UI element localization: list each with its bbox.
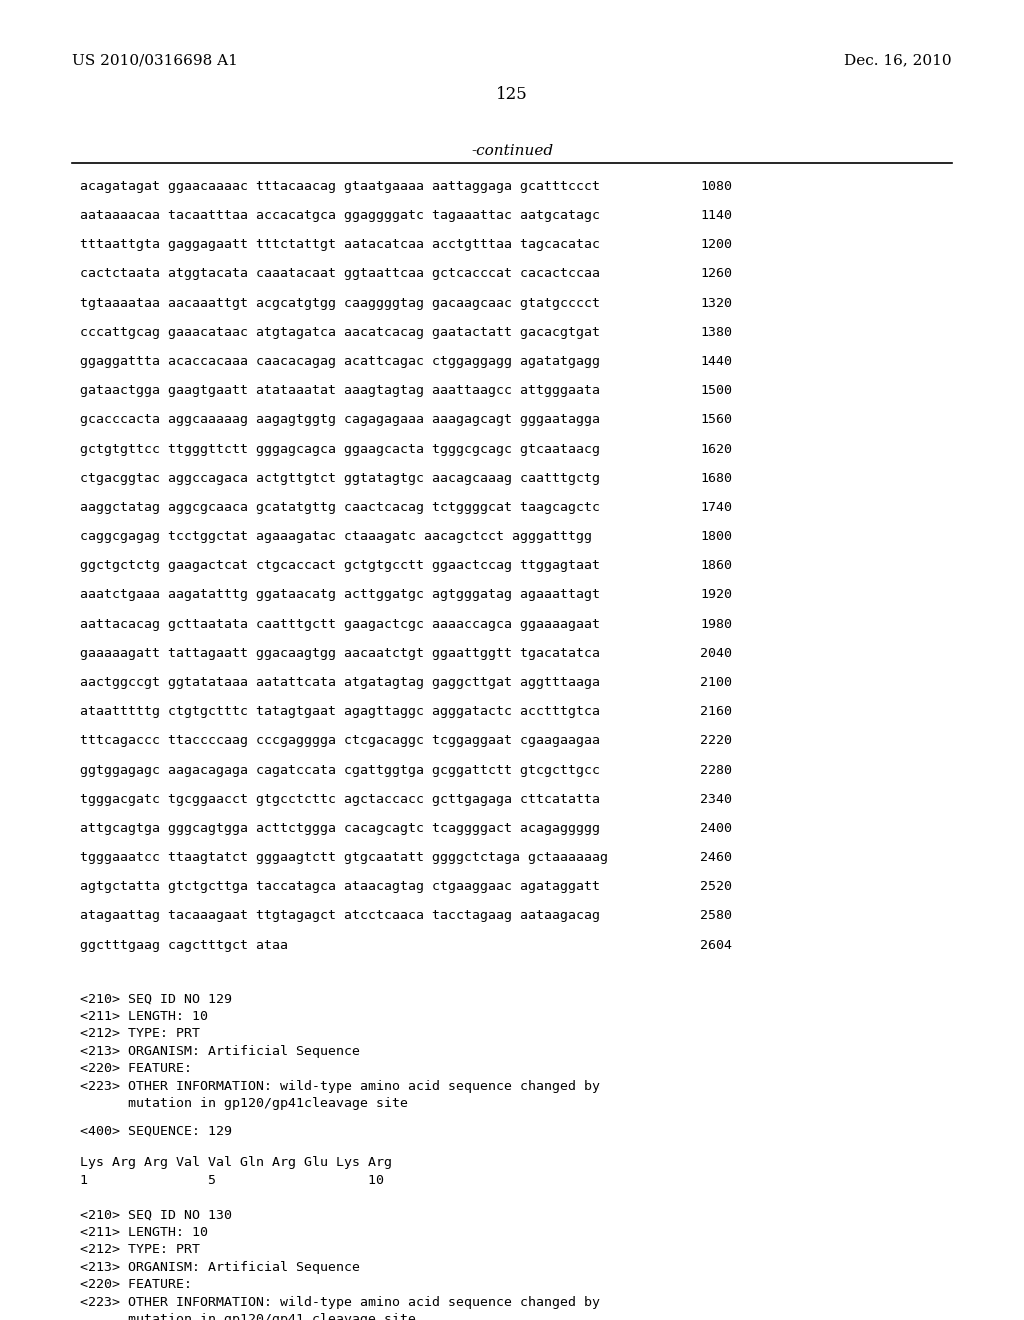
Text: 1740: 1740 bbox=[700, 500, 732, 513]
Text: aactggccgt ggtatataaa aatattcata atgatagtag gaggcttgat aggtttaaga: aactggccgt ggtatataaa aatattcata atgatag… bbox=[80, 676, 600, 689]
Text: Lys Arg Arg Val Val Gln Arg Glu Lys Arg: Lys Arg Arg Val Val Gln Arg Glu Lys Arg bbox=[80, 1156, 392, 1170]
Text: 1620: 1620 bbox=[700, 442, 732, 455]
Text: <211> LENGTH: 10: <211> LENGTH: 10 bbox=[80, 1225, 208, 1238]
Text: gaaaaagatt tattagaatt ggacaagtgg aacaatctgt ggaattggtt tgacatatca: gaaaaagatt tattagaatt ggacaagtgg aacaatc… bbox=[80, 647, 600, 660]
Text: <212> TYPE: PRT: <212> TYPE: PRT bbox=[80, 1027, 200, 1040]
Text: 1500: 1500 bbox=[700, 384, 732, 397]
Text: caggcgagag tcctggctat agaaagatac ctaaagatc aacagctcct agggatttgg: caggcgagag tcctggctat agaaagatac ctaaaga… bbox=[80, 531, 592, 543]
Text: 1920: 1920 bbox=[700, 589, 732, 602]
Text: 1200: 1200 bbox=[700, 239, 732, 251]
Text: attgcagtga gggcagtgga acttctggga cacagcagtc tcaggggact acagaggggg: attgcagtga gggcagtgga acttctggga cacagca… bbox=[80, 822, 600, 834]
Text: 1980: 1980 bbox=[700, 618, 732, 631]
Text: tgggacgatc tgcggaacct gtgcctcttc agctaccacc gcttgagaga cttcatatta: tgggacgatc tgcggaacct gtgcctcttc agctacc… bbox=[80, 793, 600, 805]
Text: 1260: 1260 bbox=[700, 268, 732, 280]
Text: US 2010/0316698 A1: US 2010/0316698 A1 bbox=[72, 54, 238, 67]
Text: ggtggagagc aagacagaga cagatccata cgattggtga gcggattctt gtcgcttgcc: ggtggagagc aagacagaga cagatccata cgattgg… bbox=[80, 763, 600, 776]
Text: 2100: 2100 bbox=[700, 676, 732, 689]
Text: aaatctgaaa aagatatttg ggataacatg acttggatgc agtgggatag agaaattagt: aaatctgaaa aagatatttg ggataacatg acttgga… bbox=[80, 589, 600, 602]
Text: 2400: 2400 bbox=[700, 822, 732, 834]
Text: 1140: 1140 bbox=[700, 209, 732, 222]
Text: 2580: 2580 bbox=[700, 909, 732, 923]
Text: cccattgcag gaaacataac atgtagatca aacatcacag gaatactatt gacacgtgat: cccattgcag gaaacataac atgtagatca aacatca… bbox=[80, 326, 600, 339]
Text: <223> OTHER INFORMATION: wild-type amino acid sequence changed by: <223> OTHER INFORMATION: wild-type amino… bbox=[80, 1080, 600, 1093]
Text: agtgctatta gtctgcttga taccatagca ataacagtag ctgaaggaac agataggatt: agtgctatta gtctgcttga taccatagca ataacag… bbox=[80, 880, 600, 894]
Text: gctgtgttcc ttgggttctt gggagcagca ggaagcacta tgggcgcagc gtcaataacg: gctgtgttcc ttgggttctt gggagcagca ggaagca… bbox=[80, 442, 600, 455]
Text: tgggaaatcc ttaagtatct gggaagtctt gtgcaatatt ggggctctaga gctaaaaaag: tgggaaatcc ttaagtatct gggaagtctt gtgcaat… bbox=[80, 851, 608, 865]
Text: <212> TYPE: PRT: <212> TYPE: PRT bbox=[80, 1243, 200, 1257]
Text: tttaattgta gaggagaatt tttctattgt aatacatcaa acctgtttaa tagcacatac: tttaattgta gaggagaatt tttctattgt aatacat… bbox=[80, 239, 600, 251]
Text: acagatagat ggaacaaaac tttacaacag gtaatgaaaa aattaggaga gcatttccct: acagatagat ggaacaaaac tttacaacag gtaatga… bbox=[80, 180, 600, 193]
Text: ggaggattta acaccacaaa caacacagag acattcagac ctggaggagg agatatgagg: ggaggattta acaccacaaa caacacagag acattca… bbox=[80, 355, 600, 368]
Text: 2604: 2604 bbox=[700, 939, 732, 952]
Text: tgtaaaataa aacaaattgt acgcatgtgg caaggggtag gacaagcaac gtatgcccct: tgtaaaataa aacaaattgt acgcatgtgg caagggg… bbox=[80, 297, 600, 310]
Text: <220> FEATURE:: <220> FEATURE: bbox=[80, 1278, 193, 1291]
Text: gcacccacta aggcaaaaag aagagtggtg cagagagaaa aaagagcagt gggaatagga: gcacccacta aggcaaaaag aagagtggtg cagagag… bbox=[80, 413, 600, 426]
Text: 2520: 2520 bbox=[700, 880, 732, 894]
Text: aaggctatag aggcgcaaca gcatatgttg caactcacag tctggggcat taagcagctc: aaggctatag aggcgcaaca gcatatgttg caactca… bbox=[80, 500, 600, 513]
Text: <220> FEATURE:: <220> FEATURE: bbox=[80, 1063, 193, 1074]
Text: 1680: 1680 bbox=[700, 471, 732, 484]
Text: <223> OTHER INFORMATION: wild-type amino acid sequence changed by: <223> OTHER INFORMATION: wild-type amino… bbox=[80, 1295, 600, 1308]
Text: 1080: 1080 bbox=[700, 180, 732, 193]
Text: 1380: 1380 bbox=[700, 326, 732, 339]
Text: ggctttgaag cagctttgct ataa: ggctttgaag cagctttgct ataa bbox=[80, 939, 288, 952]
Text: <211> LENGTH: 10: <211> LENGTH: 10 bbox=[80, 1010, 208, 1023]
Text: aataaaacaa tacaatttaa accacatgca ggaggggatc tagaaattac aatgcatagc: aataaaacaa tacaatttaa accacatgca ggagggg… bbox=[80, 209, 600, 222]
Text: tttcagaccc ttaccccaag cccgagggga ctcgacaggc tcggaggaat cgaagaagaa: tttcagaccc ttaccccaag cccgagggga ctcgaca… bbox=[80, 734, 600, 747]
Text: <400> SEQUENCE: 129: <400> SEQUENCE: 129 bbox=[80, 1125, 232, 1138]
Text: gataactgga gaagtgaatt atataaatat aaagtagtag aaattaagcc attgggaata: gataactgga gaagtgaatt atataaatat aaagtag… bbox=[80, 384, 600, 397]
Text: ctgacggtac aggccagaca actgttgtct ggtatagtgc aacagcaaag caatttgctg: ctgacggtac aggccagaca actgttgtct ggtatag… bbox=[80, 471, 600, 484]
Text: 1800: 1800 bbox=[700, 531, 732, 543]
Text: 2040: 2040 bbox=[700, 647, 732, 660]
Text: ataatttttg ctgtgctttc tatagtgaat agagttaggc agggatactc acctttgtca: ataatttttg ctgtgctttc tatagtgaat agagtta… bbox=[80, 705, 600, 718]
Text: <213> ORGANISM: Artificial Sequence: <213> ORGANISM: Artificial Sequence bbox=[80, 1044, 360, 1057]
Text: 2220: 2220 bbox=[700, 734, 732, 747]
Text: 125: 125 bbox=[496, 86, 528, 103]
Text: mutation in gp120/gp41 cleavage site: mutation in gp120/gp41 cleavage site bbox=[80, 1313, 416, 1320]
Text: 2460: 2460 bbox=[700, 851, 732, 865]
Text: 1               5                   10: 1 5 10 bbox=[80, 1173, 384, 1187]
Text: <213> ORGANISM: Artificial Sequence: <213> ORGANISM: Artificial Sequence bbox=[80, 1261, 360, 1274]
Text: <210> SEQ ID NO 130: <210> SEQ ID NO 130 bbox=[80, 1208, 232, 1221]
Text: 1560: 1560 bbox=[700, 413, 732, 426]
Text: 2160: 2160 bbox=[700, 705, 732, 718]
Text: ggctgctctg gaagactcat ctgcaccact gctgtgcctt ggaactccag ttggagtaat: ggctgctctg gaagactcat ctgcaccact gctgtgc… bbox=[80, 560, 600, 573]
Text: <210> SEQ ID NO 129: <210> SEQ ID NO 129 bbox=[80, 993, 232, 1005]
Text: 1440: 1440 bbox=[700, 355, 732, 368]
Text: atagaattag tacaaagaat ttgtagagct atcctcaaca tacctagaag aataagacag: atagaattag tacaaagaat ttgtagagct atcctca… bbox=[80, 909, 600, 923]
Text: 1860: 1860 bbox=[700, 560, 732, 573]
Text: mutation in gp120/gp41cleavage site: mutation in gp120/gp41cleavage site bbox=[80, 1097, 408, 1110]
Text: cactctaata atggtacata caaatacaat ggtaattcaa gctcacccat cacactccaa: cactctaata atggtacata caaatacaat ggtaatt… bbox=[80, 268, 600, 280]
Text: 2280: 2280 bbox=[700, 763, 732, 776]
Text: 2340: 2340 bbox=[700, 793, 732, 805]
Text: aattacacag gcttaatata caatttgctt gaagactcgc aaaaccagca ggaaaagaat: aattacacag gcttaatata caatttgctt gaagact… bbox=[80, 618, 600, 631]
Text: 1320: 1320 bbox=[700, 297, 732, 310]
Text: Dec. 16, 2010: Dec. 16, 2010 bbox=[845, 54, 952, 67]
Text: -continued: -continued bbox=[471, 144, 553, 158]
